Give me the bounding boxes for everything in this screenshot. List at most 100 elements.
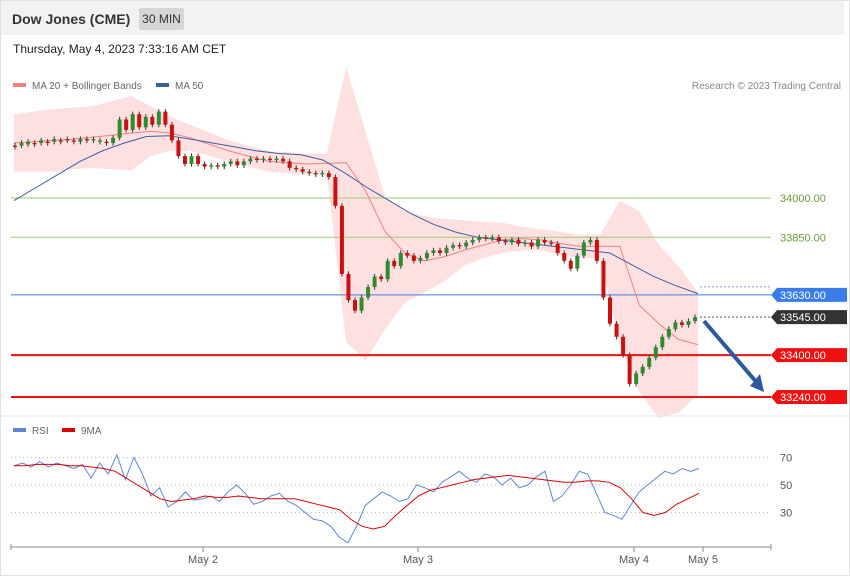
- rsi-ma9-line: [14, 463, 700, 530]
- candle-body: [65, 139, 70, 141]
- candle-body: [307, 171, 312, 174]
- candle-body: [254, 158, 259, 161]
- forecast-arrow: [702, 319, 760, 386]
- candle-body: [143, 116, 148, 128]
- candle-body: [130, 114, 135, 130]
- candle-body: [281, 158, 286, 162]
- candle-body: [686, 321, 691, 325]
- candle-body: [627, 355, 632, 384]
- candle-body: [424, 252, 429, 259]
- level-label: 33545.00: [780, 312, 826, 324]
- candle-body: [228, 161, 233, 164]
- legend-ma50: MA 50: [156, 81, 203, 92]
- candle-body: [372, 276, 377, 288]
- candle-body: [104, 141, 109, 144]
- candle-body: [58, 140, 63, 142]
- candle-body: [457, 245, 462, 247]
- candle-body: [536, 239, 541, 247]
- candle-body: [379, 276, 384, 280]
- ma50-swatch-icon: [156, 83, 169, 88]
- legend-rsi: RSI: [13, 426, 49, 437]
- legend-9ma: 9MA: [62, 426, 102, 437]
- candle-body: [124, 119, 129, 130]
- candle-body: [176, 140, 181, 157]
- rsi-tick-label: 50: [780, 480, 792, 492]
- candle-body: [359, 297, 364, 311]
- candle-body: [78, 139, 83, 142]
- candle-body: [84, 139, 89, 141]
- candle-body: [411, 255, 416, 261]
- candle-body: [634, 373, 639, 384]
- ma9-swatch-icon: [62, 428, 75, 433]
- candle-body: [542, 239, 547, 243]
- candle-body: [189, 156, 194, 164]
- candle-body: [608, 297, 612, 324]
- candle-body: [568, 260, 573, 269]
- candle-body: [241, 161, 246, 166]
- rsi-tick-label: 30: [780, 508, 792, 520]
- candle-body: [673, 322, 678, 329]
- candle-body: [614, 323, 619, 337]
- candle-body: [405, 252, 410, 256]
- candle-body: [529, 242, 534, 247]
- candle-body: [581, 242, 586, 256]
- candle-body: [438, 250, 442, 253]
- candle-body: [346, 273, 351, 301]
- candle-body: [451, 245, 456, 248]
- candle-body: [398, 252, 403, 267]
- candle-body: [163, 111, 168, 125]
- candle-body: [209, 165, 214, 167]
- level-tag: [771, 287, 847, 302]
- candle-body: [562, 252, 567, 261]
- candle-body: [222, 163, 227, 167]
- candle-body: [496, 237, 501, 242]
- candle-body: [71, 140, 76, 142]
- candle-body: [353, 300, 357, 311]
- candle-body: [202, 163, 207, 167]
- timestamp: Thursday, May 4, 2023 7:33:16 AM CET: [13, 42, 227, 56]
- candle-body: [444, 247, 449, 253]
- legend-ma20-label: MA 20 + Bollinger Bands: [32, 81, 142, 92]
- candle-body: [418, 258, 423, 261]
- level-label: 34000.00: [780, 193, 826, 205]
- candle-body: [117, 119, 122, 138]
- candle-body: [385, 260, 390, 280]
- candle-body: [287, 161, 292, 168]
- candle-body: [490, 237, 495, 239]
- level-tag: [771, 390, 847, 404]
- candle-body: [640, 366, 645, 374]
- candle-body: [19, 143, 24, 146]
- candle-body: [523, 242, 527, 244]
- credit-text: Research © 2023 Trading Central: [691, 81, 841, 92]
- candle-body: [32, 143, 37, 145]
- candle-body: [196, 156, 201, 164]
- chart-title: Dow Jones (CME): [12, 11, 131, 27]
- timeframe-badge[interactable]: 30 MIN: [139, 8, 184, 30]
- candle-body: [679, 322, 684, 325]
- level-label: 33850.00: [780, 232, 826, 244]
- candle-body: [653, 347, 658, 358]
- level-label: 33240.00: [780, 392, 826, 404]
- candle-body: [483, 237, 488, 239]
- candle-body: [13, 145, 17, 147]
- candle-body: [313, 173, 318, 175]
- candle-body: [248, 158, 253, 162]
- candle-body: [300, 169, 305, 172]
- candle-body: [594, 239, 599, 261]
- candle-body: [575, 255, 580, 269]
- x-tick-label: May 5: [688, 554, 718, 566]
- legend-rsi-label: RSI: [32, 426, 49, 437]
- candle-body: [693, 317, 697, 322]
- candle-body: [215, 165, 220, 167]
- candle-body: [509, 239, 514, 243]
- candle-body: [326, 173, 331, 178]
- chart-header: Dow Jones (CME) 30 MIN: [1, 1, 844, 35]
- candle-body: [666, 328, 671, 337]
- candle-body: [169, 124, 174, 141]
- rsi-tick-label: 70: [780, 453, 792, 465]
- candle-body: [555, 243, 560, 253]
- candle-body: [464, 242, 469, 247]
- candle-body: [98, 140, 102, 142]
- candle-body: [366, 287, 371, 298]
